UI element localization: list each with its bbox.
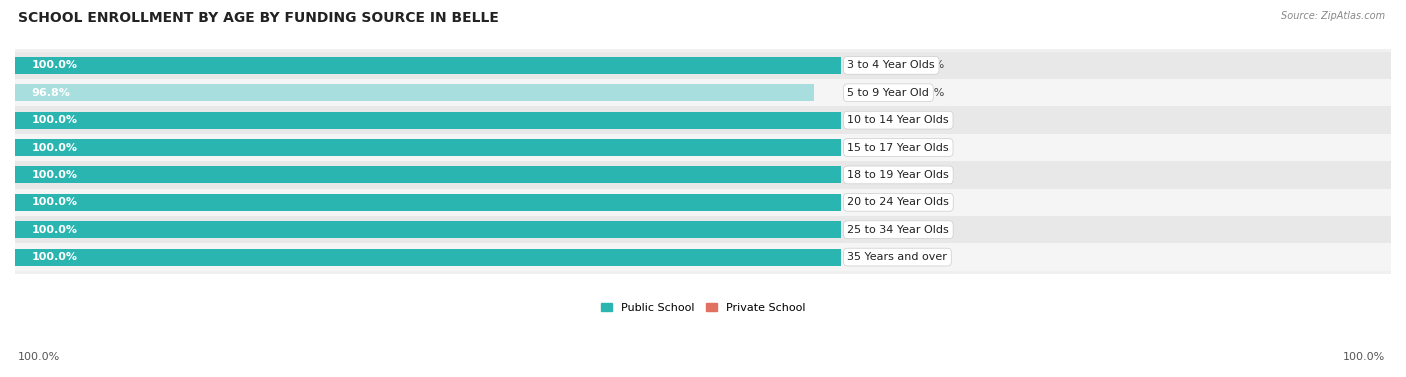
Bar — [15, 161, 1391, 188]
Bar — [15, 52, 1391, 79]
Text: 100.0%: 100.0% — [31, 115, 77, 125]
Text: 20 to 24 Year Olds: 20 to 24 Year Olds — [848, 197, 949, 207]
Text: 0.0%: 0.0% — [917, 252, 945, 262]
Text: 100.0%: 100.0% — [31, 252, 77, 262]
Bar — [15, 166, 841, 184]
Bar — [15, 216, 1391, 244]
Bar — [15, 57, 841, 74]
Bar — [889, 221, 905, 238]
Bar — [889, 57, 905, 74]
Text: 100.0%: 100.0% — [31, 143, 77, 153]
Text: 0.0%: 0.0% — [917, 225, 945, 235]
Bar — [15, 84, 814, 101]
Text: 5 to 9 Year Old: 5 to 9 Year Old — [848, 88, 929, 98]
Bar — [15, 188, 1391, 216]
Text: 100.0%: 100.0% — [1343, 352, 1385, 362]
Bar — [15, 244, 1391, 271]
Bar — [15, 221, 841, 238]
Text: SCHOOL ENROLLMENT BY AGE BY FUNDING SOURCE IN BELLE: SCHOOL ENROLLMENT BY AGE BY FUNDING SOUR… — [18, 11, 499, 25]
Text: 100.0%: 100.0% — [18, 352, 60, 362]
Text: 25 to 34 Year Olds: 25 to 34 Year Olds — [848, 225, 949, 235]
Text: 0.0%: 0.0% — [917, 170, 945, 180]
Text: Source: ZipAtlas.com: Source: ZipAtlas.com — [1281, 11, 1385, 21]
Bar — [889, 166, 905, 184]
Bar — [15, 79, 1391, 106]
Text: 0.0%: 0.0% — [917, 60, 945, 70]
Text: 0.0%: 0.0% — [917, 197, 945, 207]
Text: 100.0%: 100.0% — [31, 60, 77, 70]
Bar — [889, 112, 905, 129]
Text: 0.0%: 0.0% — [917, 143, 945, 153]
Text: 100.0%: 100.0% — [31, 197, 77, 207]
Text: 100.0%: 100.0% — [31, 225, 77, 235]
Bar — [889, 248, 905, 265]
Bar — [15, 248, 841, 265]
Text: 10 to 14 Year Olds: 10 to 14 Year Olds — [848, 115, 949, 125]
Text: 96.8%: 96.8% — [31, 88, 70, 98]
Text: 100.0%: 100.0% — [31, 170, 77, 180]
Text: 35 Years and over: 35 Years and over — [848, 252, 948, 262]
Text: 3.2%: 3.2% — [917, 88, 945, 98]
Text: 0.0%: 0.0% — [917, 115, 945, 125]
Bar — [889, 194, 905, 211]
Bar — [889, 84, 905, 101]
Text: 3 to 4 Year Olds: 3 to 4 Year Olds — [848, 60, 935, 70]
Bar — [15, 134, 1391, 161]
Text: 18 to 19 Year Olds: 18 to 19 Year Olds — [848, 170, 949, 180]
Text: 15 to 17 Year Olds: 15 to 17 Year Olds — [848, 143, 949, 153]
Bar — [15, 106, 1391, 134]
Bar — [889, 139, 905, 156]
Legend: Public School, Private School: Public School, Private School — [596, 298, 810, 317]
Bar — [15, 194, 841, 211]
Bar — [15, 139, 841, 156]
Bar — [15, 112, 841, 129]
